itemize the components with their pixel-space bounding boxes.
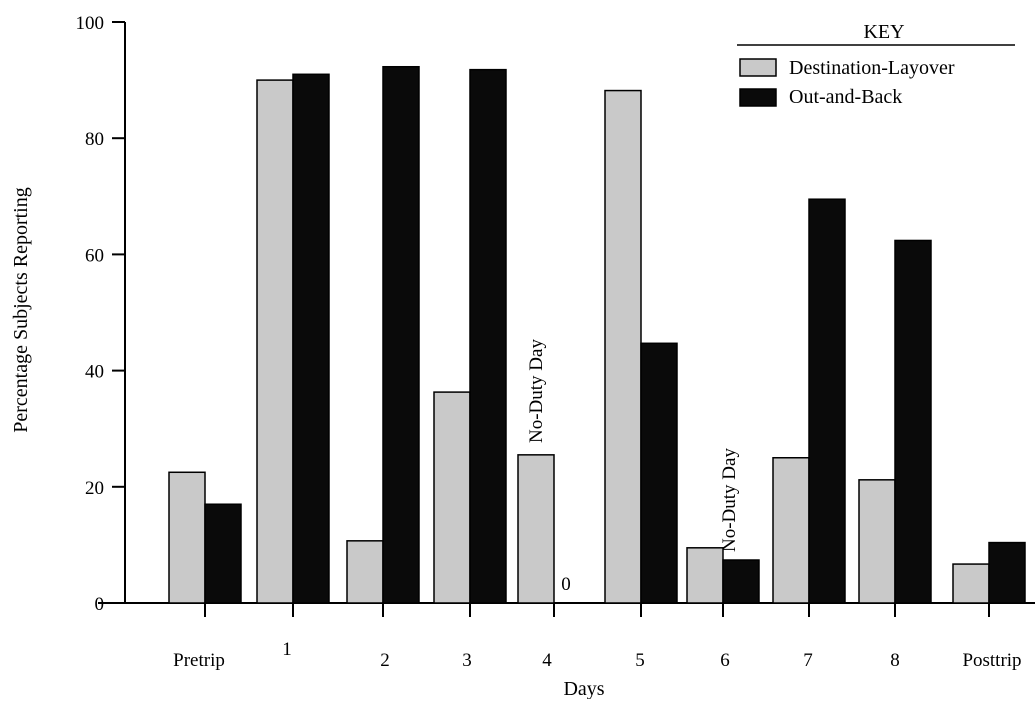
bar-out-and-back-2 [383,67,419,603]
y-tick-label-20: 20 [85,478,104,499]
annotation-zero-value-4: 0 [561,574,571,595]
bar-out-and-back-5 [641,343,677,603]
bar-out-and-back-7 [809,199,845,603]
bar-destination-layover-8 [859,480,895,603]
legend-swatch-out-and-back [740,89,776,106]
x-tick-label-2: 2 [380,650,390,671]
bar-destination-layover-posttrip [953,564,989,603]
bar-out-and-back-pretrip [205,504,241,603]
y-tick-label-60: 60 [85,245,104,266]
y-tick-label-100: 100 [76,13,105,34]
bar-destination-layover-5 [605,91,641,603]
y-axis-title: Percentage Subjects Reporting [10,187,32,433]
bar-destination-layover-pretrip [169,472,205,603]
bar-destination-layover-1 [257,80,293,603]
bar-destination-layover-4 [518,455,554,603]
bar-out-and-back-1 [293,74,329,603]
bar-out-and-back-8 [895,240,931,603]
bar-destination-layover-3 [434,392,470,603]
x-tick-label-4: 4 [542,650,552,671]
x-tick-label-3: 3 [462,650,472,671]
annotation-no-duty-day-4: No-Duty Day [526,339,547,443]
x-tick-label-posttrip: Posttrip [962,650,1021,671]
bar-destination-layover-2 [347,541,383,603]
x-tick-label-7: 7 [803,650,813,671]
legend-swatch-destination-layover [740,59,776,76]
y-tick-label-0: 0 [95,594,105,615]
x-axis-title: Days [563,678,604,699]
x-tick-label-5: 5 [635,650,645,671]
x-tick-label-8: 8 [890,650,900,671]
bar-out-and-back-posttrip [989,543,1025,603]
legend-title: KEY [863,21,904,43]
bar-destination-layover-7 [773,458,809,603]
x-tick-label-1: 1 [282,639,292,660]
legend: KEY Destination-Layover Out-and-Back [737,21,1015,108]
y-tick-label-80: 80 [85,129,104,150]
x-tick-label-pretrip: Pretrip [173,650,225,671]
legend-label-out-and-back: Out-and-Back [789,86,902,108]
x-tick-label-6: 6 [720,650,730,671]
legend-label-destination-layover: Destination-Layover [789,57,955,79]
plot-area: 0 20 40 60 80 100 Pretrip 1 2 3 4 5 6 7 8 Posttrip No-Du… [76,13,1035,671]
bar-destination-layover-6 [687,548,723,603]
bar-out-and-back-6 [723,560,759,603]
bar-out-and-back-3 [470,70,506,603]
y-tick-label-40: 40 [85,362,104,383]
annotation-no-duty-day-6: No-Duty Day [719,448,740,552]
